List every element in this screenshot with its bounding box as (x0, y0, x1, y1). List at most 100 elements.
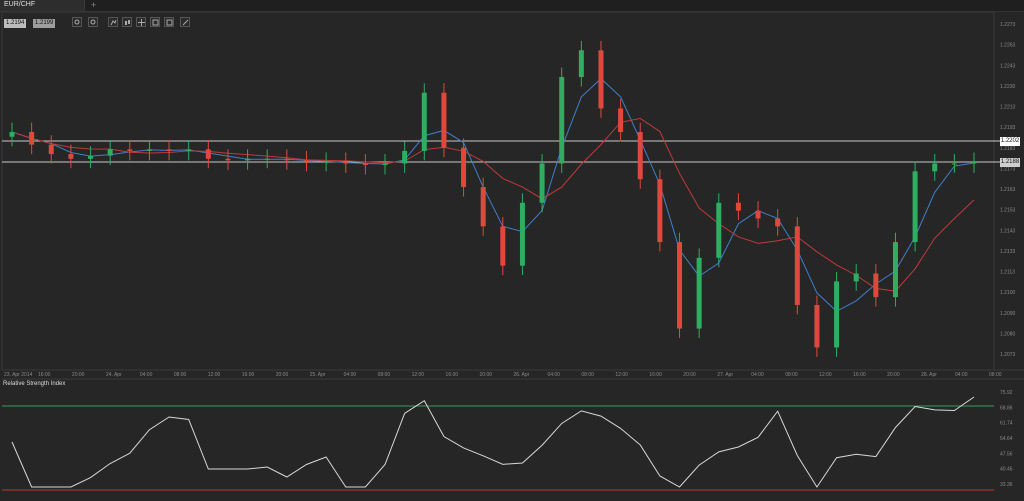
candle-body (559, 77, 565, 164)
price-tick-label: 1.2090 (1000, 311, 1016, 317)
ask-price[interactable]: 1.2199 (33, 19, 56, 28)
time-tick-label: 04:00 (751, 372, 764, 378)
time-tick-label: 20:00 (480, 372, 493, 378)
tab-eurchf[interactable]: EUR/CHF (0, 0, 85, 11)
time-tick-label: 04:00 (955, 372, 968, 378)
price-tick-label: 1.2133 (1000, 249, 1016, 255)
time-tick-label: 16:00 (446, 372, 459, 378)
candle-body (794, 226, 800, 305)
time-tick-label: 16:00 (649, 372, 662, 378)
candle-body (853, 273, 859, 282)
rsi-tick-label: 40.46 (1000, 467, 1013, 473)
price-tick-label: 1.2080 (1000, 331, 1016, 337)
candle-body (421, 92, 427, 151)
bid-price[interactable]: 1.2194 (4, 19, 27, 28)
time-tick-label: 16:00 (242, 372, 255, 378)
rsi-tick-label: 54.64 (1000, 436, 1013, 442)
time-tick-label: 12:00 (615, 372, 628, 378)
candle-body (500, 226, 506, 266)
candle-body (127, 149, 133, 151)
price-tick-label: 1.2173 (1000, 166, 1016, 172)
candle-body (166, 149, 172, 151)
tab-label: EUR/CHF (4, 1, 36, 8)
time-axis: 23. Apr 2014 16:00 20:00 24. Apr 04:00 08:00 1… (4, 372, 1002, 378)
price-tick-label: 1.2213 (1000, 105, 1016, 111)
candle-body (775, 218, 781, 227)
price-tick-label: 1.2243 (1000, 63, 1016, 69)
add-tab-button[interactable]: + (90, 0, 97, 10)
candle-body (618, 108, 624, 133)
time-tick-label: 26. Apr (513, 372, 529, 378)
time-tick-label: 04:00 (140, 372, 153, 378)
zoom-out-icon[interactable] (88, 17, 98, 27)
candle-body (735, 202, 741, 211)
time-tick-label: 23. Apr 2014 (4, 372, 33, 378)
candle-body (88, 155, 94, 159)
candle-body (657, 179, 663, 243)
rsi-tick-label: 75.92 (1000, 390, 1013, 396)
price-tick-label: 1.2193 (1000, 125, 1016, 131)
candle-body (107, 149, 113, 156)
candle-body (362, 163, 368, 166)
candle-body (382, 163, 388, 166)
candle-body (696, 257, 702, 329)
candle-body (519, 202, 525, 266)
candle-body (284, 158, 290, 161)
candle-body (9, 132, 15, 137)
candle-body (578, 50, 584, 78)
time-tick-label: 16:00 (853, 372, 866, 378)
rsi-tick-label: 61.74 (1000, 421, 1013, 427)
pencil-icon[interactable] (180, 17, 190, 27)
time-tick-label: 08:00 (785, 372, 798, 378)
candle-body (441, 92, 447, 148)
time-tick-label: 04:00 (547, 372, 560, 378)
candle-body (677, 242, 683, 329)
ma-fast-line (11, 77, 975, 312)
candle-body (48, 144, 54, 155)
candle-body (323, 161, 329, 163)
time-tick-label: 20:00 (683, 372, 696, 378)
time-tick-label: 16:00 (38, 372, 51, 378)
settings-icon[interactable] (164, 17, 174, 27)
candle-body (873, 273, 879, 298)
time-tick-label: 08:00 (174, 372, 187, 378)
chart-type-icon[interactable] (122, 17, 132, 27)
crosshair-icon[interactable] (136, 17, 146, 27)
ma-slow-line (11, 117, 975, 292)
candle-body (461, 147, 467, 188)
time-tick-label: 12:00 (208, 372, 221, 378)
candle-body (205, 149, 211, 159)
rsi-pane: 75.92 68.86 61.74 54.64 47.56 40.46 33.36 (2, 378, 1024, 491)
rsi-tick-label: 47.56 (1000, 451, 1013, 457)
upper-price-badge: 1.2202 (1000, 137, 1020, 146)
price-tick-label: 1.2183 (1000, 146, 1016, 152)
candle-body (932, 163, 938, 172)
time-tick-label: 25. Apr (310, 372, 326, 378)
draw-icon[interactable] (150, 17, 160, 27)
indicators-icon[interactable] (108, 17, 118, 27)
rsi-title: Relative Strength Index (3, 381, 66, 387)
time-tick-label: 12:00 (412, 372, 425, 378)
candle-body (402, 150, 408, 164)
time-tick-label: 20:00 (276, 372, 289, 378)
time-tick-label: 27. Apr (717, 372, 733, 378)
zoom-in-icon[interactable] (72, 17, 82, 27)
time-tick-label: 24. Apr (106, 372, 122, 378)
price-tick-label: 1.2263 (1000, 43, 1016, 49)
candle-body (951, 163, 957, 165)
candle-body (29, 132, 35, 145)
candle-body (539, 163, 545, 203)
rsi-tick-label: 33.36 (1000, 482, 1013, 488)
price-tick-label: 1.2073 (1000, 352, 1016, 358)
time-tick-label: 20:00 (887, 372, 900, 378)
candle-body (892, 242, 898, 298)
time-tick-label: 04:00 (344, 372, 357, 378)
price-tick-label: 1.2100 (1000, 290, 1016, 296)
candle-body (834, 281, 840, 348)
candle-body (971, 161, 977, 164)
candle-body (186, 149, 192, 151)
candlestick-series (9, 40, 977, 357)
candle-body (716, 202, 722, 258)
candle-body (303, 160, 309, 162)
